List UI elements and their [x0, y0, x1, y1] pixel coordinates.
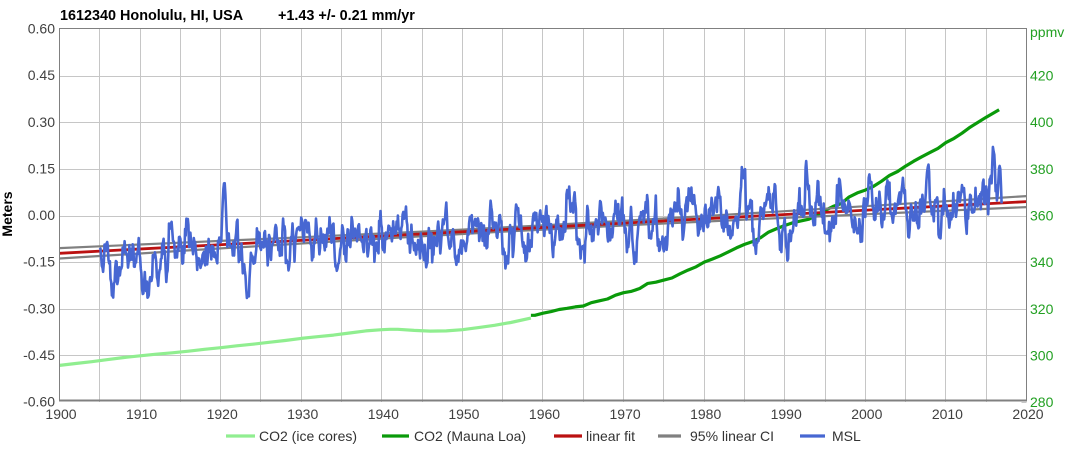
- svg-text:0.15: 0.15: [28, 161, 55, 177]
- svg-text:0.00: 0.00: [28, 207, 55, 223]
- svg-text:340: 340: [1030, 254, 1054, 270]
- svg-text:1960: 1960: [529, 406, 560, 422]
- svg-text:95% linear CI: 95% linear CI: [690, 428, 774, 444]
- svg-text:280: 280: [1030, 394, 1054, 410]
- svg-text:-0.30: -0.30: [23, 300, 55, 316]
- svg-text:-0.45: -0.45: [23, 347, 55, 363]
- svg-text:CO2 (Mauna Loa): CO2 (Mauna Loa): [414, 428, 526, 444]
- svg-text:0.30: 0.30: [28, 114, 55, 130]
- svg-text:1900: 1900: [45, 406, 76, 422]
- svg-text:0.45: 0.45: [28, 67, 55, 83]
- svg-text:1950: 1950: [448, 406, 479, 422]
- svg-text:1612340 Honolulu, HI, USA: 1612340 Honolulu, HI, USA: [60, 8, 244, 24]
- svg-text:420: 420: [1030, 68, 1054, 84]
- svg-text:Meters: Meters: [0, 191, 15, 236]
- svg-text:2000: 2000: [851, 406, 882, 422]
- svg-text:1970: 1970: [610, 406, 641, 422]
- svg-text:2020: 2020: [1012, 406, 1043, 422]
- svg-text:-0.60: -0.60: [23, 394, 55, 410]
- svg-text:2010: 2010: [932, 406, 963, 422]
- svg-text:400: 400: [1030, 114, 1054, 130]
- svg-text:320: 320: [1030, 301, 1054, 317]
- svg-text:CO2 (ice cores): CO2 (ice cores): [259, 428, 357, 444]
- svg-text:300: 300: [1030, 347, 1054, 363]
- svg-text:1910: 1910: [126, 406, 157, 422]
- svg-text:MSL: MSL: [832, 428, 861, 444]
- svg-text:ppmv: ppmv: [1030, 24, 1064, 40]
- svg-text:1990: 1990: [771, 406, 802, 422]
- svg-text:1980: 1980: [690, 406, 721, 422]
- svg-text:0.60: 0.60: [28, 21, 55, 37]
- svg-text:1920: 1920: [207, 406, 238, 422]
- svg-text:1940: 1940: [368, 406, 399, 422]
- svg-text:1930: 1930: [287, 406, 318, 422]
- svg-text:+1.43 +/- 0.21 mm/yr: +1.43 +/- 0.21 mm/yr: [278, 8, 415, 24]
- svg-text:linear fit: linear fit: [586, 428, 635, 444]
- svg-text:380: 380: [1030, 161, 1054, 177]
- svg-text:360: 360: [1030, 208, 1054, 224]
- svg-text:-0.15: -0.15: [23, 254, 55, 270]
